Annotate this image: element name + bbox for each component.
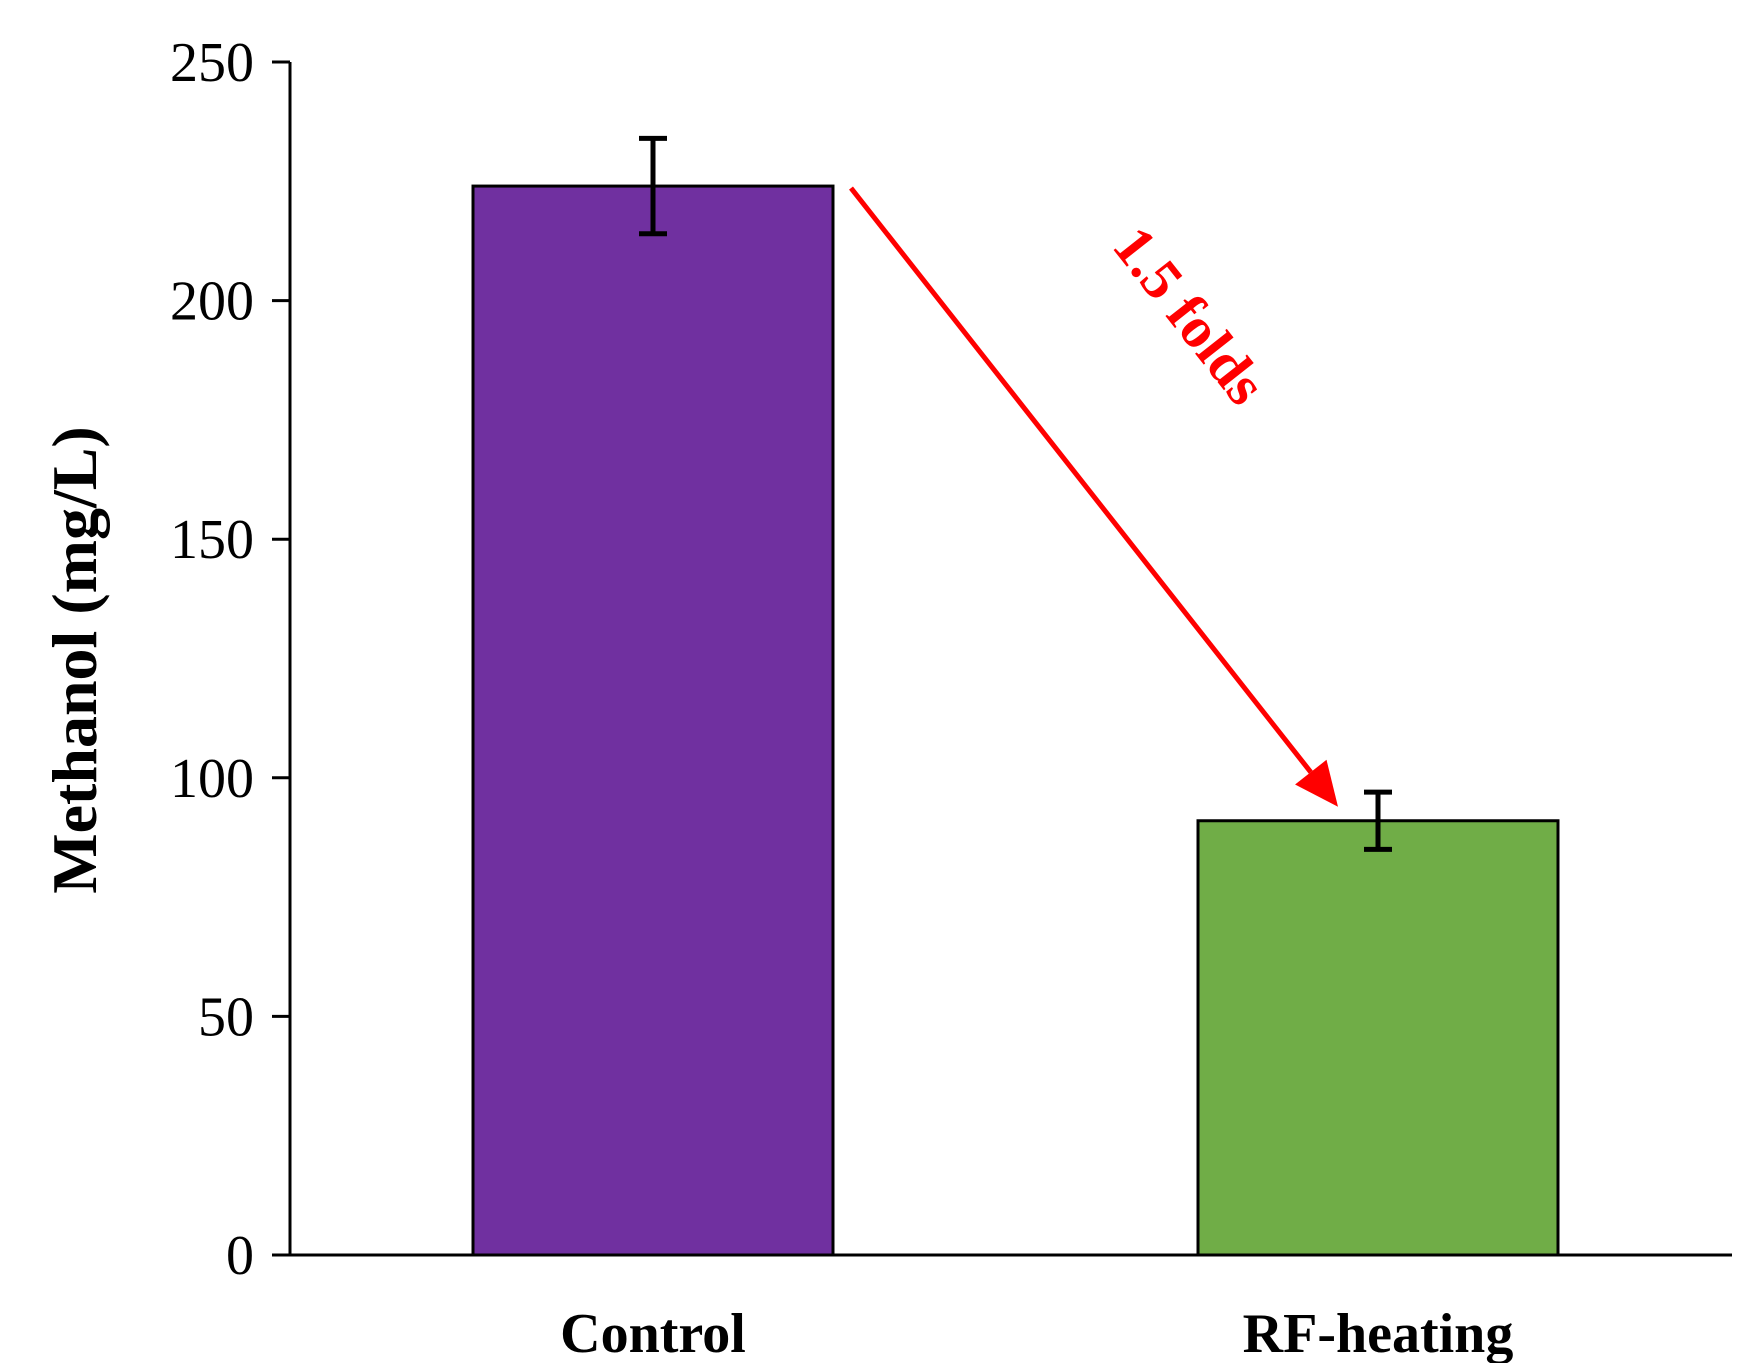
y-tick-label: 0 [226, 1225, 254, 1287]
x-category-label: RF-heating [1243, 1303, 1514, 1363]
y-tick-label: 250 [170, 32, 254, 94]
y-ticks-group: 0 50 100 150 200 250 [170, 32, 290, 1287]
arrow-shaft [849, 186, 1313, 774]
x-category-label: Control [560, 1303, 746, 1363]
error-bar [639, 135, 667, 237]
bar-rf-heating [1196, 819, 1560, 1257]
x-labels-group: Control RF-heating [560, 1303, 1513, 1363]
y-axis-title: Methanol (mg/L) [39, 426, 110, 894]
y-tick-label: 150 [170, 509, 254, 571]
error-bars-group [639, 135, 1392, 852]
arrow-head-icon [1295, 759, 1338, 807]
y-tick-label: 100 [170, 748, 254, 810]
y-tick-label: 200 [170, 271, 254, 333]
bars-group [471, 184, 1560, 1257]
y-tick-label: 50 [198, 986, 254, 1048]
annotation-label: 1.5 folds [1100, 214, 1279, 416]
error-bar [1364, 789, 1392, 852]
bar-control [471, 184, 835, 1257]
fold-change-annotation: 1.5 folds [849, 186, 1338, 807]
